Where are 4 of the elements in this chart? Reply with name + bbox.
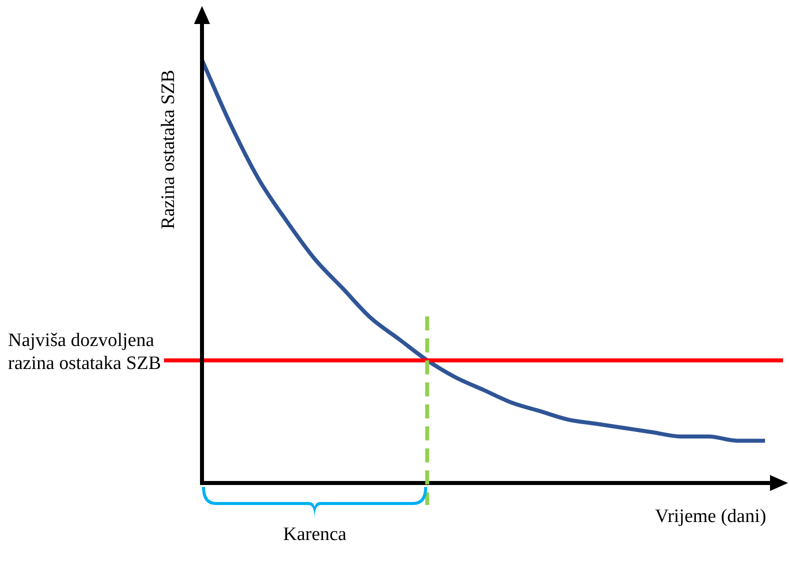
y-axis-title: Razina ostataka SZB	[156, 70, 180, 230]
text: Karenca	[283, 523, 346, 546]
x-axis-title: Vrijeme (dani)	[655, 505, 766, 528]
ref-line-label: Najviša dozvoljena razina ostataka SZB	[8, 329, 162, 376]
